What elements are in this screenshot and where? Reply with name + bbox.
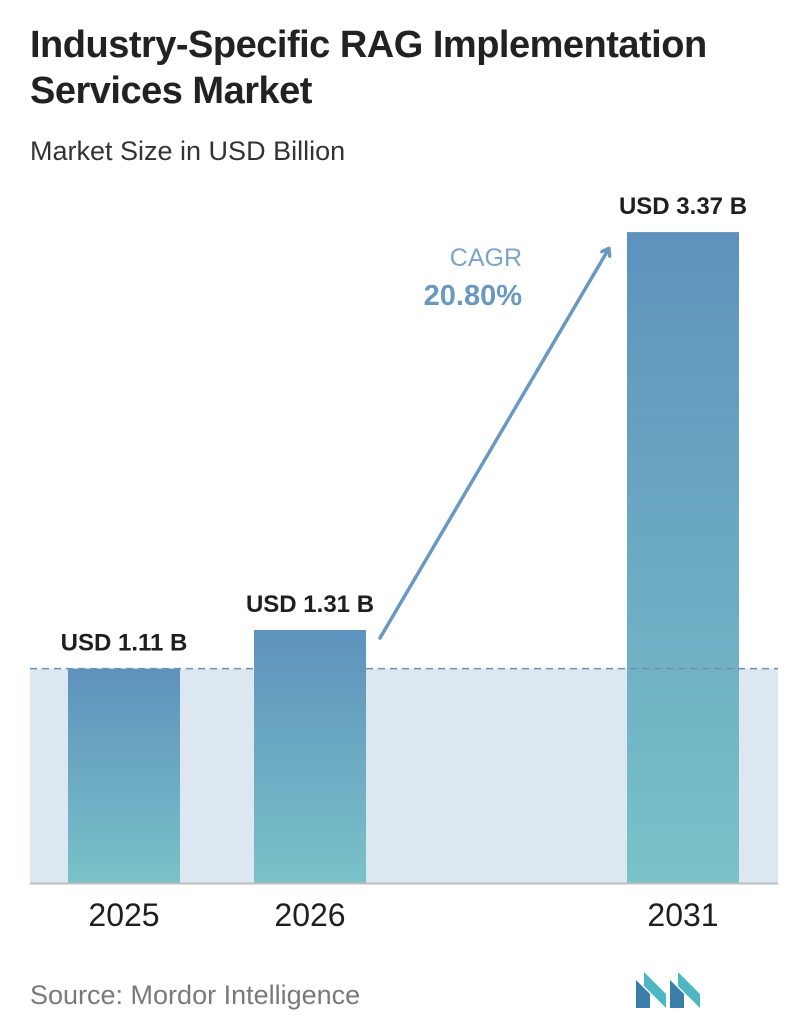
bar-2031 — [627, 232, 739, 883]
cagr-arrow — [378, 250, 608, 640]
bar-2025 — [68, 668, 180, 883]
x-tick-2026: 2026 — [274, 897, 345, 933]
source-note: Source: Mordor Intelligence — [30, 980, 361, 1010]
value-label-2025: USD 1.11 B — [61, 630, 188, 657]
value-label-2026: USD 1.31 B — [246, 591, 374, 618]
cagr-value: 20.80% — [424, 280, 523, 312]
cagr-label: CAGR — [450, 244, 522, 272]
x-tick-2025: 2025 — [88, 897, 159, 933]
bar-2026 — [254, 629, 366, 883]
labels-layer: USD 1.11 B USD 1.31 B USD 3.37 B — [61, 193, 747, 657]
chart-title: Industry-Specific RAG Implementation Ser… — [30, 24, 707, 112]
x-tick-2031: 2031 — [647, 897, 718, 933]
x-tick-labels: 2025 2026 2031 — [88, 897, 718, 933]
value-label-2031: USD 3.37 B — [619, 193, 747, 220]
mordor-logo-icon — [636, 972, 700, 1008]
bars-layer — [68, 232, 739, 883]
chart-subtitle: Market Size in USD Billion — [30, 136, 346, 166]
